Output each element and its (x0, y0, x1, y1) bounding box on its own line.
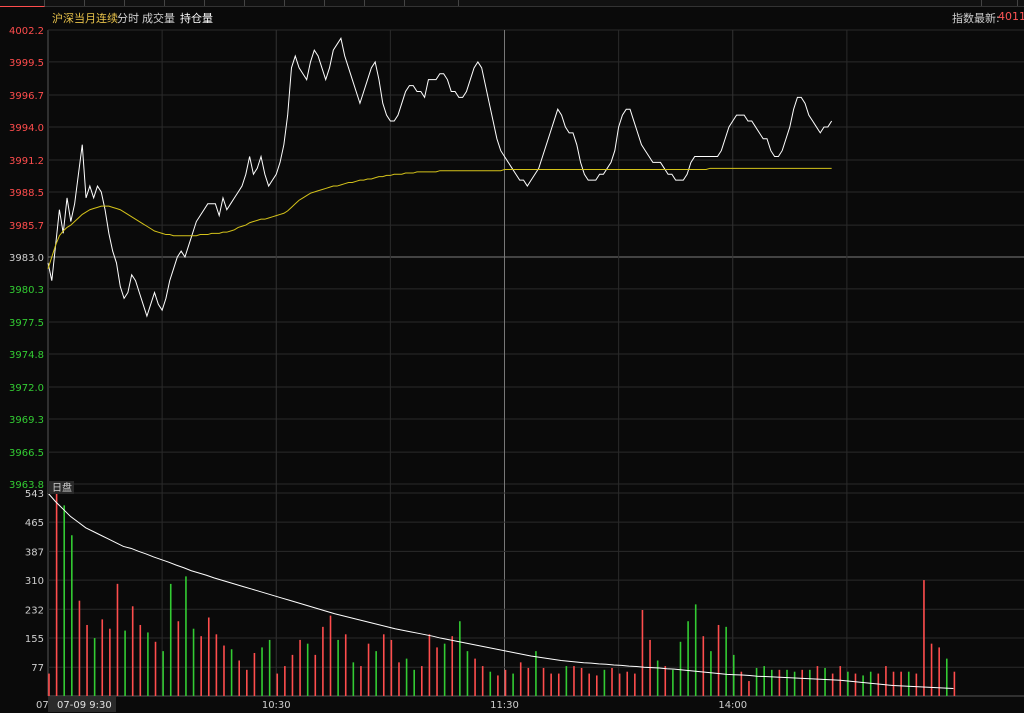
toolbar-tab[interactable] (84, 0, 125, 6)
price-tick-label: 3966.5 (9, 448, 44, 459)
toolbar-tab[interactable] (124, 0, 165, 6)
toolbar-tab[interactable] (44, 0, 85, 6)
price-tick-label: 3977.5 (9, 318, 44, 329)
time-tick-label: 14:00 (718, 700, 747, 711)
price-tick-label: 3988.5 (9, 188, 44, 199)
price-tick-label: 3985.7 (9, 221, 44, 232)
volume-average-line (47, 492, 954, 690)
time-tick-label: 07/ (36, 700, 53, 711)
index-latest-label: 指数最新: (952, 12, 1000, 25)
price-tick-label: 3996.7 (9, 91, 44, 102)
session-label: 日盘 (52, 481, 72, 494)
toolbar-tab[interactable] (204, 0, 245, 6)
price-tick-label: 4002.2 (9, 26, 44, 37)
chart-header: 沪深当月连续 分时 成交量 持仓量 指数最新: 4011. (0, 7, 1024, 27)
volume-axis: 543 465 387 310 232 155 77 (25, 489, 44, 674)
volume-tick-label: 77 (31, 663, 44, 674)
cursor-time-badge (48, 697, 116, 712)
volume-tick-label: 543 (25, 489, 44, 500)
time-tick-label: 11:30 (490, 700, 519, 711)
volume-tick-label: 155 (25, 634, 44, 645)
tab-fenshi[interactable]: 分时 (117, 12, 139, 25)
price-tick-label: 3999.5 (9, 58, 44, 69)
chart-grid (47, 29, 1024, 697)
price-tick-label: 3974.8 (9, 350, 44, 361)
toolbar-tab[interactable] (0, 0, 45, 7)
average-price-line (47, 167, 832, 269)
session-badge (48, 481, 74, 494)
toolbar-tab[interactable] (404, 0, 459, 6)
price-line (47, 36, 833, 318)
volume-tick-label: 310 (25, 576, 44, 587)
toolbar-tab[interactable] (981, 0, 1018, 6)
price-tick-label: 3972.0 (9, 383, 44, 394)
volume-tick-label: 387 (25, 547, 44, 558)
index-latest-value: 4011. (998, 10, 1024, 23)
price-lines (47, 36, 954, 690)
tab-volume[interactable]: 成交量 (142, 12, 175, 25)
price-tick-label: 3994.0 (9, 123, 44, 134)
volume-tick-label: 465 (25, 518, 44, 529)
cursor-time-label: 07-09 9:30 (57, 700, 112, 711)
price-tick-label: 3963.8 (9, 480, 44, 491)
tab-open-interest[interactable]: 持仓量 (180, 12, 213, 25)
volume-bars (48, 493, 956, 696)
price-axis: 4002.2 3999.5 3996.7 3994.0 3991.2 3988.5 3985… (9, 26, 44, 491)
toolbar-tab[interactable] (164, 0, 205, 6)
time-tick-label: 10:30 (262, 700, 291, 711)
price-tick-label: 3969.3 (9, 415, 44, 426)
toolbar-tab[interactable] (364, 0, 405, 6)
toolbar-tab[interactable] (945, 0, 982, 6)
price-tick-label: 3980.3 (9, 285, 44, 296)
toolbar-tab[interactable] (324, 0, 365, 6)
toolbar-tab[interactable] (244, 0, 285, 6)
contract-title: 沪深当月连续 (52, 12, 118, 25)
price-tick-label: 3991.2 (9, 156, 44, 167)
toolbar-tab[interactable] (284, 0, 325, 6)
toolbar (0, 0, 1024, 7)
time-axis: 07/10:30 11:30 14:00 (36, 700, 747, 711)
price-tick-label: 3983.0 (9, 253, 44, 264)
volume-tick-label: 232 (25, 605, 44, 616)
